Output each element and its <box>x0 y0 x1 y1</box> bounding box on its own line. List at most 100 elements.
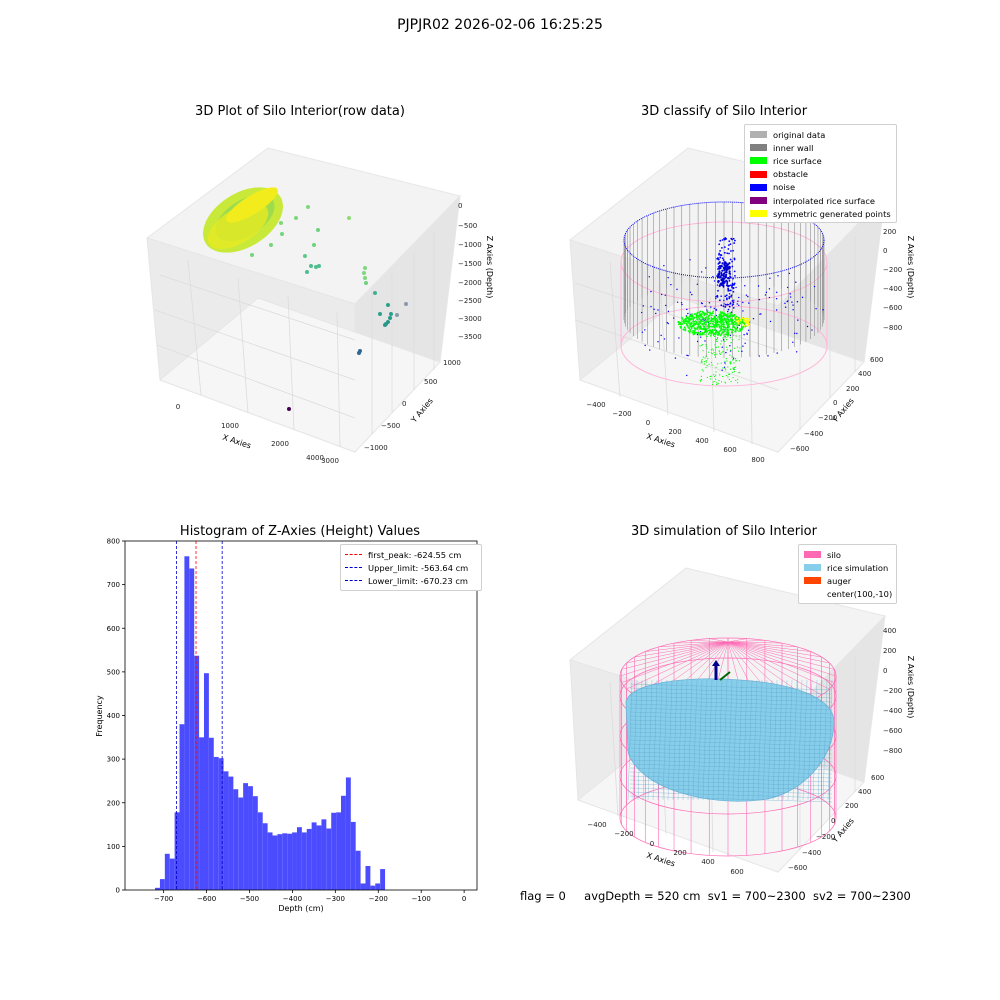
chart4-ztick-5: −600 <box>883 727 902 735</box>
rice-surface-point <box>713 316 716 318</box>
rice-surface-point <box>734 330 737 333</box>
rice-surface-point <box>715 333 717 335</box>
rice-surface-point <box>735 335 737 337</box>
chart1-xtick-1: 1000 <box>221 422 239 430</box>
rice-surface-point <box>709 330 712 333</box>
rice-surface-point <box>702 350 704 352</box>
noise-point <box>705 267 707 269</box>
noise-point <box>822 309 824 311</box>
noise-point <box>642 305 645 307</box>
hist-bar <box>345 777 351 890</box>
rice-surface-point <box>697 325 700 328</box>
legend-noise: noise <box>773 182 796 193</box>
noise-point <box>759 313 761 315</box>
rice-surface-point <box>726 328 729 331</box>
rice-surface-point <box>706 347 708 349</box>
rice-surface-point <box>718 313 721 316</box>
noise-point <box>729 258 732 261</box>
rice-surface-point <box>734 317 736 320</box>
rice-surface-point <box>713 326 716 329</box>
noise-point <box>729 273 732 275</box>
rice-surface-point <box>707 318 710 321</box>
noise-point <box>724 237 727 239</box>
rice-surface-point <box>727 325 730 327</box>
rice-surface-point <box>723 314 726 317</box>
rice-surface-point <box>679 321 682 324</box>
rice-surface-point <box>732 315 735 317</box>
symmetric-point <box>746 324 749 327</box>
symmetric-point <box>742 317 745 320</box>
hist-bar <box>159 879 165 890</box>
rice-surface-point <box>687 320 690 323</box>
chart4-ztick-2: 0 <box>883 667 887 675</box>
rice-surface-point <box>717 363 719 365</box>
hist-bar <box>370 885 376 890</box>
chart1-zlabel: Z Axies (Depth) <box>485 236 494 299</box>
noise-point <box>680 302 683 304</box>
rice-surface-point <box>737 378 739 380</box>
rice-surface-point <box>708 314 711 317</box>
noise-point <box>786 300 788 303</box>
rice-surface-point <box>716 323 718 326</box>
rice-surface-point <box>709 376 711 378</box>
rice-surface-point <box>738 372 740 374</box>
rice-surface-point <box>684 319 687 321</box>
chart1-xtick-3: 3000 <box>321 457 339 465</box>
raw-point <box>364 281 368 285</box>
noise-point <box>723 251 726 254</box>
rice-surface-point <box>732 322 735 325</box>
rice-surface-point <box>704 363 706 365</box>
rice-surface-point <box>726 321 729 324</box>
noise-point <box>717 262 720 265</box>
noise-point <box>723 329 725 331</box>
rice-surface-point <box>703 314 706 317</box>
hist-ytick-label: 100 <box>107 843 120 851</box>
rice-surface-point <box>719 353 721 356</box>
noise-point <box>720 304 723 307</box>
noise-point <box>731 299 734 302</box>
rice-surface-point <box>700 331 702 333</box>
silo-roof-line <box>709 641 729 714</box>
chart4-legend: silo rice simulation auger center(100,-1… <box>798 544 897 604</box>
hist-xtick-label: 0 <box>462 895 466 903</box>
noise-point <box>717 289 719 292</box>
chart4-rice-mesh <box>627 679 833 803</box>
noise-point <box>731 284 734 287</box>
rice-surface-point <box>734 316 737 319</box>
rice-surface-point <box>738 319 741 322</box>
rice-surface-point <box>710 333 713 335</box>
noise-point <box>728 277 731 280</box>
noise-point <box>775 309 778 311</box>
noise-point <box>724 271 727 274</box>
chart2-xtick-6: 800 <box>751 456 764 464</box>
rice-surface-point <box>729 363 732 365</box>
hist-bar <box>203 673 209 890</box>
noise-point <box>726 281 729 284</box>
rice-surface-point <box>678 321 681 324</box>
rice-surface-point <box>724 319 727 322</box>
chart4-ytick-0: −600 <box>788 864 807 872</box>
noise-point <box>728 297 731 300</box>
rice-surface-point <box>724 381 726 383</box>
rice-surface-point <box>713 332 716 335</box>
rice-surface-point <box>723 323 725 326</box>
status-flag: flag = 0 <box>520 889 566 903</box>
rice-surface-point <box>709 320 712 322</box>
rice-surface-point <box>732 334 735 336</box>
chart1-ring <box>203 187 283 253</box>
noise-point <box>660 334 662 337</box>
chart1-xtick-4-visible: 4000 <box>306 454 324 462</box>
noise-point <box>716 276 719 279</box>
noise-point <box>796 332 798 335</box>
rice-surface-point <box>741 327 744 330</box>
rice-surface-point <box>688 319 690 321</box>
noise-point <box>726 252 729 255</box>
noise-point <box>795 281 797 283</box>
noise-point <box>728 295 731 298</box>
hist-bar <box>164 853 170 890</box>
noise-point <box>717 258 720 261</box>
rice-surface-point <box>682 321 685 323</box>
rice-surface-point <box>690 315 693 318</box>
chart2-xtick-2: 0 <box>646 419 650 427</box>
rice-surface-point <box>724 326 727 329</box>
